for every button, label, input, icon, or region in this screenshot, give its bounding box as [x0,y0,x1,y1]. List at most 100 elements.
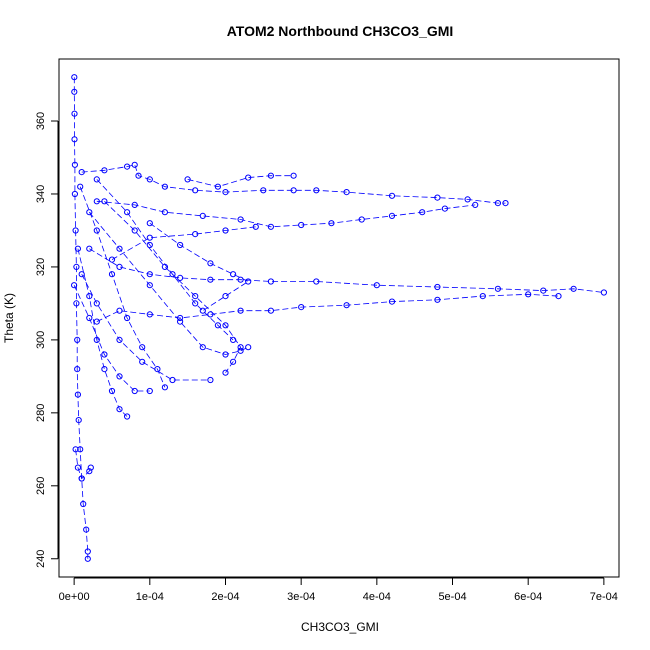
data-point [72,446,79,453]
data-point [525,291,532,298]
y-tick-label: 360 [35,112,47,130]
data-point [71,88,78,95]
data-point [555,293,562,300]
data-series [71,282,153,395]
data-point [93,300,100,307]
data-point [245,174,252,181]
data-point [207,260,214,267]
data-point [207,276,214,283]
data-point [237,344,244,351]
data-point [71,190,79,198]
data-series [72,446,94,482]
data-point [267,278,274,285]
data-point [71,161,79,168]
data-point [540,287,547,294]
series-line [111,226,256,260]
series-line [96,293,559,322]
data-point [124,413,131,420]
data-point [78,271,85,278]
x-axis: 0e+00 1e-04 2e-04 3e-04 4e-04 5e-04 6e-04 7e-04 [59,577,618,603]
data-point [131,387,138,395]
data-point [131,201,138,208]
series-line [73,285,150,392]
data-point [177,318,184,325]
series-line [81,164,506,204]
data-series [101,198,244,376]
y-axis: 240 260 280 300 320 340 360 [35,112,59,568]
data-point [184,176,191,183]
data-point [313,278,320,285]
data-point [84,555,91,562]
data-point [214,322,221,329]
data-point [116,263,123,270]
data-point [502,200,509,207]
data-point [343,302,350,309]
chart-title: ATOM2 Northbound CH3CO3_GMI [227,23,454,39]
data-series [184,172,297,190]
series-line [77,248,128,417]
data-point [124,314,131,322]
data-point [388,192,396,199]
data-point [101,351,108,358]
data-point [74,464,82,471]
data-point [124,209,131,216]
data-point [479,293,486,300]
y-tick-label: 300 [35,331,47,349]
data-point [199,307,206,314]
x-tick-label: 2e-04 [211,591,239,603]
data-point [230,271,237,278]
data-series [93,176,237,343]
data-point [84,548,91,555]
data-point [131,227,138,234]
data-point [93,176,100,183]
data-point [93,318,100,325]
data-series [78,161,509,207]
data-point [494,200,501,207]
data-point [78,475,85,482]
data-point [86,209,93,216]
data-point [80,500,87,508]
data-point [169,376,176,384]
data-point [101,366,108,373]
data-point [146,282,153,289]
data-series [71,74,91,562]
y-tick-label: 340 [35,185,47,203]
data-point [237,216,244,223]
data-point [298,304,305,311]
data-series [108,223,259,263]
x-tick-label: 1e-04 [136,591,164,603]
data-point [146,387,153,395]
data-point [74,366,81,373]
data-point [139,344,146,351]
data-point [237,347,244,354]
data-point [161,384,168,391]
data-point [139,358,146,365]
data-point [570,285,577,292]
plot-frame [58,58,620,578]
series-line [81,274,211,381]
x-tick-label: 6e-04 [514,591,542,603]
series-line [89,248,604,293]
data-point [419,209,426,216]
data-point [267,307,274,314]
plot-area [71,74,608,562]
x-tick-label: 3e-04 [287,591,315,603]
data-point [222,293,229,300]
y-tick-label: 320 [35,258,47,276]
x-axis-title: CH3CO3_GMI [301,620,379,634]
data-point [192,300,199,307]
data-point [161,183,168,190]
data-point [108,256,116,263]
data-point [161,209,168,216]
data-point [75,417,82,424]
data-point [214,183,221,190]
series-line [96,179,234,341]
data-point [93,336,100,343]
x-tick-label: 5e-04 [438,591,466,603]
data-point [169,271,176,278]
series-line [73,77,89,559]
data-point [72,227,79,234]
data-point [131,161,138,168]
series-line [149,222,250,312]
data-point [237,307,244,314]
